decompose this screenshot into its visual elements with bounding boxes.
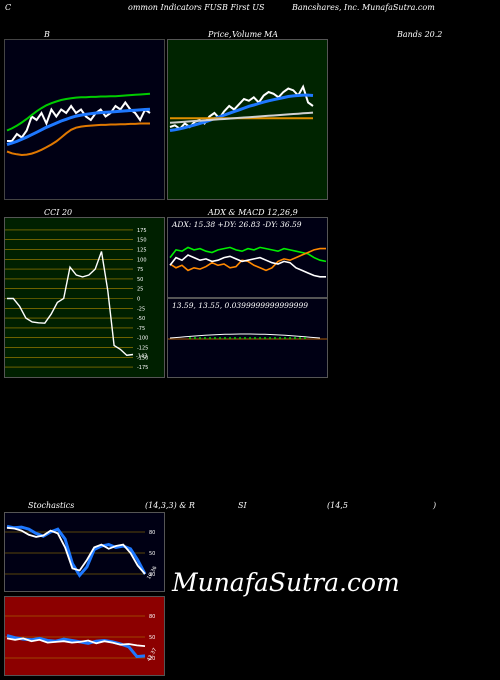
header-right: Bancshares, Inc. MunafaSutra.com xyxy=(292,3,435,12)
adx-panel: ADX: 15.38 +DY: 26.83 -DY: 36.59 xyxy=(167,217,328,298)
y-tick-label: -75 xyxy=(137,326,145,332)
stochastics-title: Stochastics xyxy=(28,501,75,510)
series-line-2 xyxy=(169,254,326,278)
y-tick-label: 100 xyxy=(137,257,147,263)
bollinger-panel xyxy=(4,39,165,200)
y-tick-label: -25 xyxy=(137,306,145,312)
y-tick-label: 175 xyxy=(137,228,147,234)
bollinger-chart xyxy=(6,92,151,157)
stoch-params: (14,3,3) & R xyxy=(145,501,195,510)
series-line-0 xyxy=(7,251,134,357)
last-value-label: 19.36 xyxy=(146,565,158,580)
y-tick-label: 50 xyxy=(149,551,155,557)
series-line-3 xyxy=(6,122,150,157)
series-line-1 xyxy=(169,93,314,132)
adx-values: ADX: 15.38 +DY: 26.83 -DY: 36.59 xyxy=(172,220,302,229)
rsi-panel: 80 50 20 42.37 xyxy=(4,596,165,676)
y-tick-label: -150 xyxy=(137,355,148,361)
y-tick-label: 80 xyxy=(149,614,155,620)
series-line-3 xyxy=(169,111,314,124)
price-ma-chart xyxy=(169,84,314,132)
header-left: C xyxy=(5,3,12,12)
stochastics-panel: 80 50 20 19.36 xyxy=(4,512,165,592)
series-line-1 xyxy=(6,637,146,647)
watermark: MunafaSutra.com xyxy=(172,568,400,597)
series-line-1 xyxy=(6,526,146,575)
rsi-close: ) xyxy=(433,501,437,510)
rsi-title: SI xyxy=(238,501,247,510)
adx-chart xyxy=(169,246,327,278)
y-tick-label: 50 xyxy=(149,635,155,641)
series-line-2 xyxy=(6,92,151,132)
ma-title: MA xyxy=(264,30,278,39)
series-line-0 xyxy=(6,634,146,659)
last-value-label: 42.37 xyxy=(146,647,158,662)
cci-panel: 175 150 125 100 75 50 25 0 -25 -50 -75 -100 -125 -150… xyxy=(4,217,165,378)
y-tick-label: -175 xyxy=(137,365,148,371)
y-tick-label: -125 xyxy=(137,345,148,351)
series-line-0 xyxy=(169,84,314,131)
series-line-0 xyxy=(169,246,327,263)
macd-line xyxy=(169,333,321,339)
bollinger-title: B xyxy=(44,30,50,39)
macd-values: 13.59, 13.55, 0.0399999999999999 xyxy=(172,301,308,310)
bands-title: Bands 20.2 xyxy=(397,30,443,39)
header-center: ommon Indicators FUSB First US xyxy=(128,3,265,12)
y-tick-label: 125 xyxy=(137,248,147,254)
y-tick-label: 25 xyxy=(137,287,143,293)
series-line-0 xyxy=(7,100,151,142)
y-tick-label: 0 xyxy=(137,297,140,303)
y-tick-label: 80 xyxy=(149,530,155,536)
series-line-1 xyxy=(6,107,151,146)
y-tick-label: 75 xyxy=(137,267,143,273)
y-tick-label: -50 xyxy=(137,316,145,322)
y-tick-label: 50 xyxy=(137,277,143,283)
cci-title: CCI 20 xyxy=(44,208,73,217)
macd-chart xyxy=(168,333,327,340)
cci-chart: 175 150 125 100 75 50 25 0 -25 -50 -75 -100 -125 -150… xyxy=(5,228,148,371)
y-tick-label: 150 xyxy=(137,238,147,244)
y-tick-label: 20 xyxy=(149,572,155,578)
y-tick-label: -100 xyxy=(137,336,148,342)
price-title: Price, xyxy=(208,30,232,39)
y-tick-label: 20 xyxy=(149,656,155,662)
last-value-label: -143 xyxy=(136,354,147,360)
macd-panel: 13.59, 13.55, 0.0399999999999999 xyxy=(167,298,328,378)
rsi-params: (14,5 xyxy=(327,501,348,510)
series-line-1 xyxy=(169,247,326,272)
price-ma-panel xyxy=(167,39,328,200)
adx-macd-title: ADX & MACD 12,26,9 xyxy=(208,208,298,217)
volume-title: Volume xyxy=(232,30,262,39)
